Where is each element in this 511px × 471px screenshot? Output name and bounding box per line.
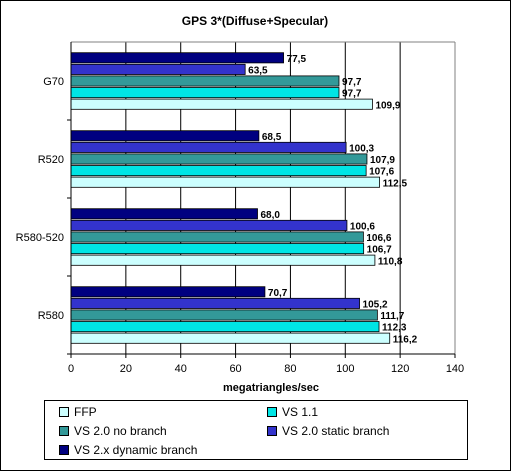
legend-label: VS 2.x dynamic branch [74,443,198,457]
data-label: 116,2 [393,334,418,345]
data-label: 100,6 [350,222,375,233]
bar [70,332,391,344]
data-label: 97,7 [342,89,362,100]
legend-swatch [267,426,277,436]
x-tick-label: 120 [391,363,409,375]
tick-labels: 0 20 40 60 80 100 120 140 G70 R520 R580-520 R580 [16,76,465,375]
data-label: 111,7 [380,311,404,322]
data-label: 97,7 [342,77,362,88]
x-tick-label: 60 [229,363,241,375]
bar [70,87,340,99]
legend-item: VS 2.0 no branch [59,423,167,439]
data-label: 109,9 [375,100,400,111]
data-label: 77,5 [287,54,307,65]
data-label: 68,5 [262,132,282,143]
bar [70,98,373,110]
bars [70,52,391,344]
data-label: 106,7 [367,245,392,256]
data-label: 105,2 [363,300,388,311]
y-category-label: R520 [38,154,64,166]
bar [70,297,360,309]
data-label: 107,6 [369,167,394,178]
x-tick-label: 0 [68,363,74,375]
bar-labels: 77,5 63,5 97,797,7 109,9 68,5 100,3107,9107,6… [248,54,417,345]
legend-item: VS 2.0 static branch [267,423,389,439]
bar [70,208,258,220]
x-axis-title: megatriangles/sec [223,382,319,394]
bar [70,286,266,298]
bar [70,141,347,153]
axes [67,41,456,358]
data-label: 63,5 [248,66,268,77]
x-tick-label: 20 [120,363,132,375]
legend-swatch [59,445,69,455]
legend-label: VS 2.0 static branch [282,424,390,438]
data-label: 70,7 [268,288,288,299]
bar [70,176,380,188]
data-label: 107,9 [370,155,395,166]
bar [70,165,367,177]
data-label: 68,0 [261,210,281,221]
y-category-label: R580 [38,310,64,322]
legend-swatch [59,407,69,417]
y-category-label: R580-520 [16,232,64,244]
bar [70,153,368,165]
bar [70,63,246,75]
data-label: 112,3 [382,323,407,334]
data-label: 106,6 [366,233,391,244]
bar [70,321,380,333]
x-tick-label: 100 [336,363,354,375]
bar [70,309,378,321]
x-tick-label: 80 [284,363,296,375]
chart-title: GPS 3*(Diffuse+Specular) [182,14,328,28]
bar [70,75,340,87]
legend-item: VS 2.x dynamic branch [59,442,197,458]
legend-item: VS 1.1 [267,404,318,420]
legend: FFP VS 1.1 VS 2.0 no branch VS 2.0 static b… [44,400,468,460]
legend-swatch [59,426,69,436]
legend-swatch [267,407,277,417]
legend-item: FFP [59,404,97,420]
data-label: 110,8 [378,256,403,267]
bar [70,52,284,64]
bar [70,243,365,255]
x-tick-label: 140 [446,363,464,375]
data-label: 112,5 [383,178,408,189]
legend-label: FFP [74,405,97,419]
bar [70,254,376,266]
bar [70,219,348,231]
bar [70,130,260,142]
legend-label: VS 1.1 [282,405,319,419]
x-tick-label: 40 [175,363,187,375]
legend-label: VS 2.0 no branch [74,424,167,438]
data-label: 100,3 [349,144,374,155]
y-category-label: G70 [43,76,64,88]
bar [70,231,364,243]
